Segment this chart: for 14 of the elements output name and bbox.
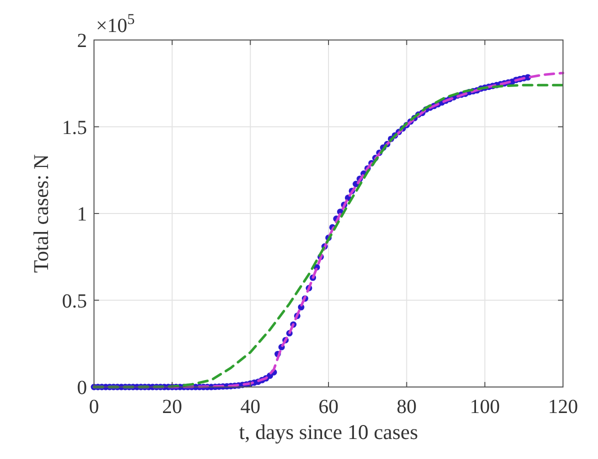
- x-axis-title: t, days since 10 cases: [238, 420, 418, 444]
- y-tick-label: 1: [77, 204, 87, 226]
- x-tick-label: 20: [162, 396, 182, 418]
- text: ×10$^{5}$: [96, 12, 135, 37]
- y-axis-title: Total cases: N: [29, 154, 53, 273]
- x-tick-label: 120: [548, 396, 578, 418]
- x-tick-label: 100: [470, 396, 500, 418]
- y-tick-label: 2: [77, 30, 87, 52]
- y-tick-label: 1.5: [62, 116, 87, 139]
- x-tick-label: 60: [318, 396, 338, 418]
- x-tick-label: 80: [396, 396, 417, 418]
- y-tick-label: 0.5: [62, 290, 87, 312]
- y-tick-label: 0: [77, 377, 87, 399]
- x-tick-label: 40: [240, 396, 260, 418]
